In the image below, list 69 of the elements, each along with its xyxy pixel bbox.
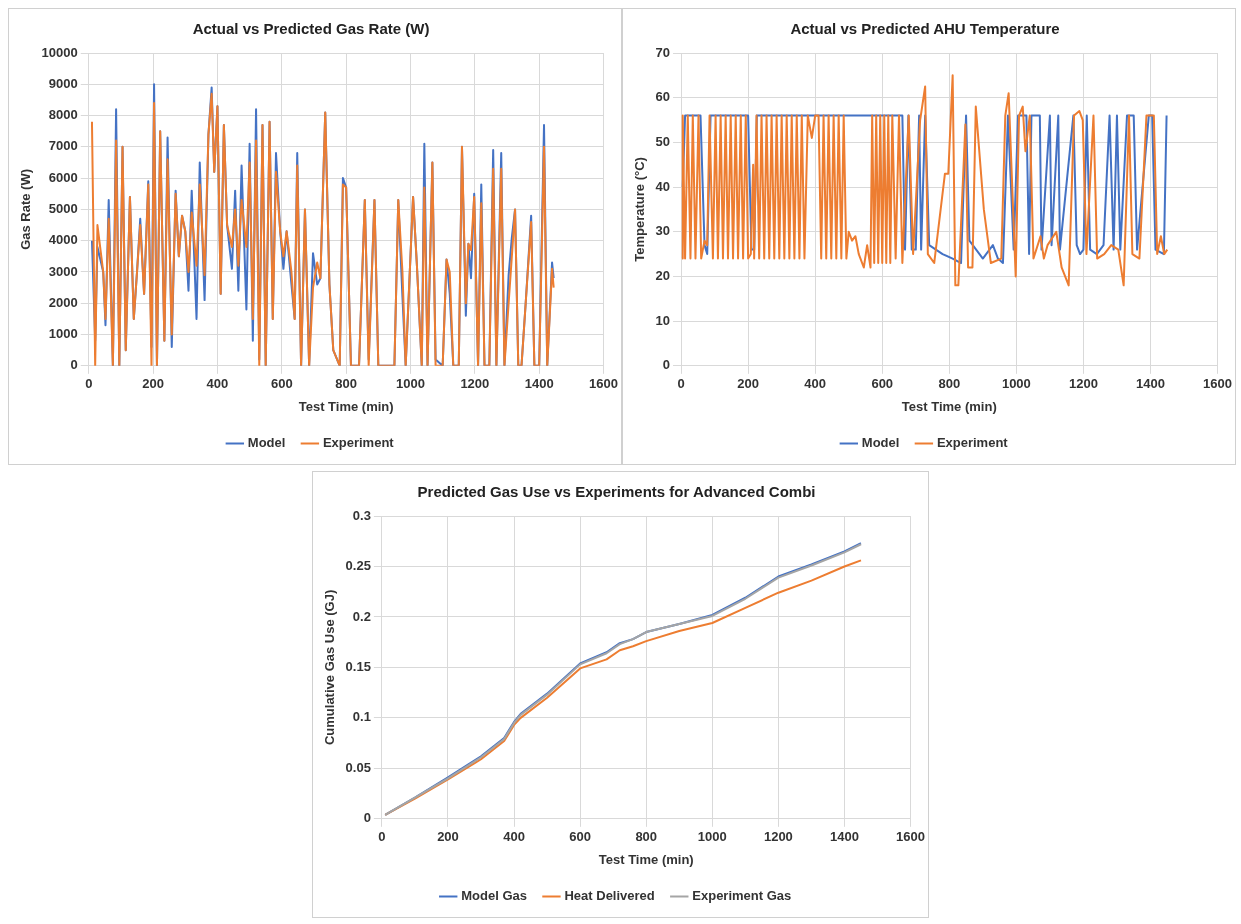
chart-title: Actual vs Predicted AHU Temperature (790, 20, 1060, 38)
y-tick-label: 10 (655, 312, 671, 328)
x-axis-title: Test Time (min) (298, 398, 394, 414)
y-tick-label: 10000 (41, 44, 78, 60)
x-tick-label: 200 (142, 376, 164, 392)
y-tick-label: 30 (655, 223, 671, 239)
x-tick-label: 0 (677, 376, 685, 392)
legend-label: Model (247, 435, 286, 451)
x-tick-label: 1000 (396, 376, 425, 392)
y-tick-label: 40 (655, 178, 671, 194)
y-axis-title: Cumulative Gas Use (GJ) (322, 589, 338, 746)
legend-label: Experiment (936, 435, 1009, 451)
legend-label: Model Gas (461, 888, 527, 904)
x-tick-label: 1400 (524, 376, 554, 392)
chart-title: Actual vs Predicted Gas Rate (W) (192, 20, 430, 38)
y-tick-label: 8000 (48, 107, 78, 123)
x-tick-label: 1600 (589, 376, 618, 392)
x-axis-title: Test Time (min) (901, 398, 997, 414)
x-tick-label: 1600 (896, 829, 925, 845)
x-tick-label: 400 (804, 376, 827, 392)
y-tick-label: 3000 (48, 263, 78, 279)
y-tick-label: 0 (70, 357, 78, 373)
y-tick-label: 70 (655, 44, 671, 60)
x-tick-label: 400 (206, 376, 229, 392)
chart-title: Predicted Gas Use vs Experiments for Advanced Combi (417, 483, 816, 501)
x-tick-label: 1600 (1203, 376, 1232, 392)
y-tick-label: 0 (363, 810, 371, 826)
x-tick-label: 800 (335, 376, 357, 392)
y-tick-label: 0.2 (352, 608, 371, 624)
legend-label: Experiment Gas (692, 888, 792, 904)
x-tick-label: 800 (938, 376, 961, 392)
x-tick-label: 800 (635, 829, 658, 845)
x-tick-label: 600 (871, 376, 894, 392)
y-tick-label: 7000 (48, 138, 78, 154)
y-tick-label: 2000 (48, 294, 78, 310)
x-tick-label: 1200 (763, 829, 793, 845)
y-tick-label: 6000 (48, 169, 78, 185)
x-tick-label: 0 (378, 829, 386, 845)
legend-label: Heat Delivered (564, 888, 655, 904)
y-tick-label: 0.25 (345, 558, 371, 574)
x-tick-label: 1400 (1136, 376, 1165, 392)
y-tick-label: 0.05 (345, 759, 371, 775)
y-tick-label: 50 (655, 133, 671, 149)
y-axis-title: Gas Rate (W) (18, 168, 34, 250)
y-tick-label: 0.1 (352, 709, 371, 725)
y-tick-label: 4000 (48, 232, 78, 248)
x-tick-label: 0 (85, 376, 93, 392)
x-tick-label: 200 (437, 829, 459, 845)
y-tick-label: 0.15 (345, 658, 371, 674)
x-tick-label: 1200 (460, 376, 490, 392)
x-tick-label: 600 (270, 376, 293, 392)
x-tick-label: 1400 (830, 829, 859, 845)
y-tick-label: 1000 (48, 326, 78, 342)
x-tick-label: 400 (503, 829, 525, 845)
y-tick-label: 0 (662, 357, 671, 373)
x-tick-label: 1000 (1001, 376, 1031, 392)
legend-label: Model (861, 435, 900, 451)
x-tick-label: 200 (737, 376, 759, 392)
x-tick-label: 600 (569, 829, 591, 845)
x-tick-label: 1000 (697, 829, 727, 845)
x-axis-title: Test Time (min) (598, 851, 694, 867)
y-tick-label: 0.3 (352, 507, 371, 523)
y-axis-title: Temperature (°C) (632, 157, 648, 262)
y-tick-label: 5000 (48, 200, 78, 216)
y-tick-label: 20 (655, 268, 671, 284)
y-tick-label: 60 (655, 89, 671, 105)
legend-label: Experiment (322, 435, 395, 451)
y-tick-label: 9000 (48, 75, 78, 91)
x-tick-label: 1200 (1068, 376, 1098, 392)
